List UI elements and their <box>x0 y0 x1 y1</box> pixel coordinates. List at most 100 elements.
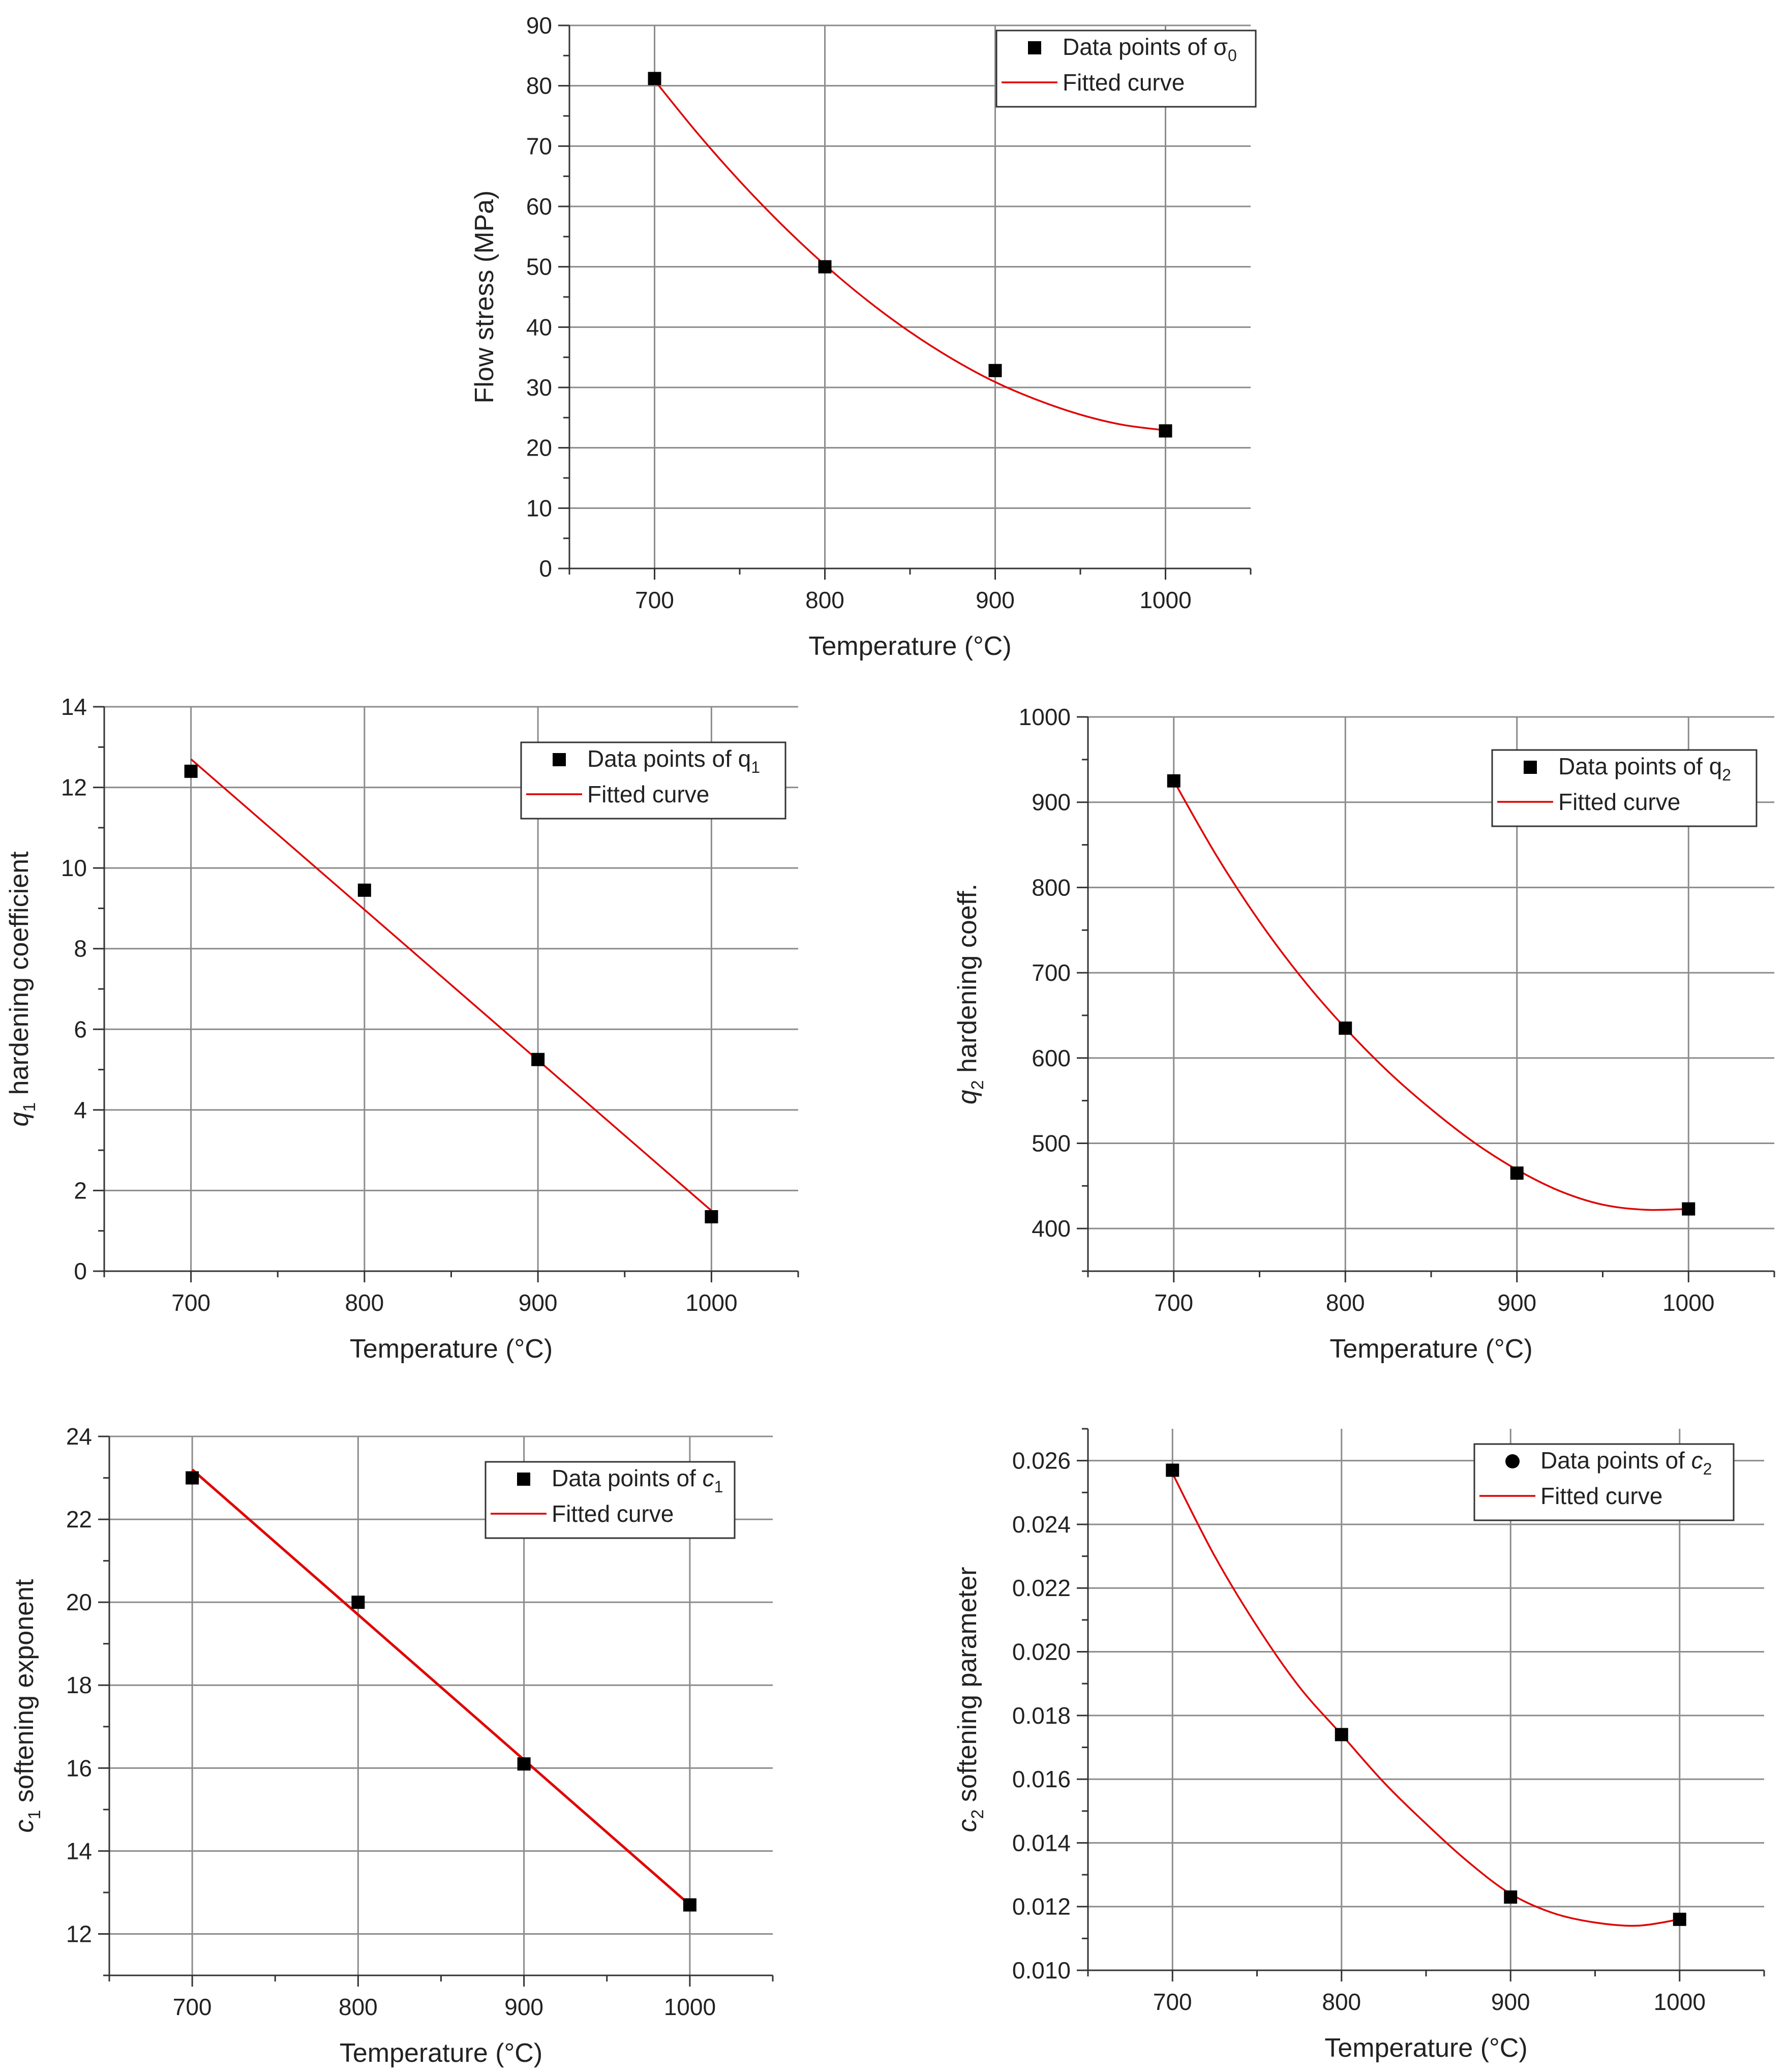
y-tick-label: 14 <box>61 694 87 720</box>
y-tick-label: 0.016 <box>1012 1766 1071 1792</box>
chart-c1: 700 800 900 1000 12 14 16 18 20 22 24 Temperature (… <box>10 1423 774 2068</box>
x-tick-label: 800 <box>1326 1289 1365 1316</box>
legend-label-data: Data points of q2 <box>1558 753 1731 784</box>
legend-label-data: Data points of σ0 <box>1063 34 1237 65</box>
data-point <box>1510 1166 1524 1180</box>
y-tick-label: 0.022 <box>1012 1575 1071 1601</box>
legend-marker-square <box>1028 41 1041 54</box>
legend: Data points of c1 Fitted curve <box>485 1461 736 1539</box>
x-axis-label: Temperature (°C) <box>340 2038 542 2068</box>
y-axis-label: c2 softening parameter <box>953 1567 987 1833</box>
data-point <box>186 1471 199 1485</box>
x-tick-label: 1000 <box>685 1289 737 1316</box>
y-tick-label: 500 <box>1032 1130 1071 1156</box>
y-tick-label: 0 <box>539 555 552 582</box>
y-tick-label: 0.010 <box>1012 1957 1071 1984</box>
y-tick-label: 8 <box>74 936 87 962</box>
data-point <box>683 1898 697 1912</box>
y-tick-label: 700 <box>1032 959 1071 986</box>
y-tick-label: 20 <box>526 435 552 461</box>
y-tick-label: 70 <box>526 133 552 159</box>
x-tick-label: 900 <box>976 587 1015 613</box>
x-tick-label: 700 <box>1154 1289 1193 1316</box>
x-tick-label: 1000 <box>664 1994 716 2020</box>
y-tick-label: 10 <box>61 855 87 881</box>
y-tick-label: 50 <box>526 254 552 280</box>
x-tick-label: 900 <box>504 1994 543 2020</box>
y-tick-label: 1000 <box>1019 704 1071 730</box>
legend-marker-square <box>517 1473 530 1486</box>
data-point <box>818 260 832 274</box>
data-point <box>648 72 661 85</box>
data-point <box>988 364 1002 377</box>
y-tick-label: 18 <box>66 1672 92 1698</box>
fitted-curve <box>190 758 712 1212</box>
data-point <box>531 1053 545 1066</box>
x-tick-label: 1000 <box>1139 587 1191 613</box>
x-tick-label: 700 <box>171 1289 210 1316</box>
x-tick-label: 1000 <box>1662 1289 1714 1316</box>
chart-q2: 700 800 900 1000 400 500 600 700 800 900 1000 Tempe… <box>953 704 1775 1364</box>
y-tick-label: 0.014 <box>1012 1829 1071 1856</box>
y-axis-label: Flow stress (MPa) <box>470 191 499 404</box>
y-tick-label: 0.018 <box>1012 1702 1071 1729</box>
legend: Data points of c2 Fitted curve <box>1473 1443 1735 1521</box>
y-tick-label: 900 <box>1032 789 1071 816</box>
x-tick-label: 800 <box>345 1289 384 1316</box>
y-tick-label: 0.020 <box>1012 1639 1071 1665</box>
data-point <box>184 764 198 778</box>
y-tick-label: 2 <box>74 1177 87 1204</box>
legend-label-data: Data points of c2 <box>1540 1447 1712 1478</box>
y-tick-label: 10 <box>526 495 552 521</box>
legend-label-fit: Fitted curve <box>552 1500 674 1527</box>
chart-c2: 700 800 900 1000 0.010 0.012 0.014 0.016 0.018 0.… <box>953 1428 1765 2063</box>
y-tick-label: 0.024 <box>1012 1511 1071 1538</box>
chart-sigma0: 700 800 900 1000 0 10 20 30 40 50 60 70 80 90 Temperat… <box>470 12 1257 661</box>
y-tick-label: 60 <box>526 193 552 220</box>
y-tick-label: 80 <box>526 73 552 99</box>
data-point <box>517 1757 531 1771</box>
x-tick-label: 800 <box>339 1994 378 2020</box>
y-tick-label: 24 <box>66 1423 92 1450</box>
legend-label-data: Data points of q1 <box>587 745 760 776</box>
data-point <box>351 1596 365 1609</box>
panel-q2: 700 800 900 1000 400 500 600 700 800 900 1000 Tempe… <box>935 686 1786 1401</box>
data-point <box>705 1210 718 1223</box>
x-tick-label: 900 <box>1497 1289 1536 1316</box>
y-axis-label: c1 softening exponent <box>10 1579 44 1833</box>
y-tick-label: 0.012 <box>1012 1894 1071 1920</box>
fitted-curve <box>654 79 1166 431</box>
data-point <box>1504 1890 1518 1904</box>
x-axis-label: Temperature (°C) <box>1329 1334 1532 1364</box>
data-point <box>1339 1022 1352 1035</box>
panel-sigma0: 700 800 900 1000 0 10 20 30 40 50 60 70 80 90 Temperat… <box>458 0 1271 664</box>
y-tick-label: 90 <box>526 12 552 39</box>
data-point <box>1335 1728 1348 1741</box>
x-tick-label: 800 <box>805 587 844 613</box>
y-tick-label: 0 <box>74 1258 87 1284</box>
x-tick-label: 1000 <box>1654 1989 1706 2015</box>
y-tick-label: 12 <box>61 774 87 801</box>
y-tick-label: 22 <box>66 1506 92 1533</box>
legend: Data points of σ0 Fitted curve <box>995 29 1257 108</box>
y-tick-label: 800 <box>1032 874 1071 900</box>
legend-label-fit: Fitted curve <box>587 781 709 807</box>
y-tick-label: 400 <box>1032 1215 1071 1242</box>
y-tick-label: 0.026 <box>1012 1448 1071 1474</box>
x-tick-label: 700 <box>635 587 674 613</box>
panel-q1: 700 800 900 1000 0 2 4 6 8 10 12 14 Temperature (°C)… <box>0 686 864 1401</box>
fitted-curve <box>1173 780 1689 1211</box>
grid <box>109 1435 773 1975</box>
y-tick-label: 40 <box>526 314 552 340</box>
panel-c2: 700 800 900 1000 0.010 0.012 0.014 0.016 0.018 0.… <box>935 1403 1786 2072</box>
legend-label-fit: Fitted curve <box>1540 1483 1662 1509</box>
data-point <box>1159 424 1172 438</box>
data-point <box>1673 1912 1686 1926</box>
x-tick-label: 700 <box>173 1994 212 2020</box>
legend-marker-circle <box>1505 1454 1520 1468</box>
legend-label-fit: Fitted curve <box>1063 69 1185 96</box>
x-tick-label: 800 <box>1322 1989 1361 2015</box>
y-axis-label: q2 hardening coeff. <box>953 884 987 1104</box>
y-axis-label: q1 hardening coefficient <box>5 851 39 1127</box>
data-point <box>1166 1463 1179 1477</box>
